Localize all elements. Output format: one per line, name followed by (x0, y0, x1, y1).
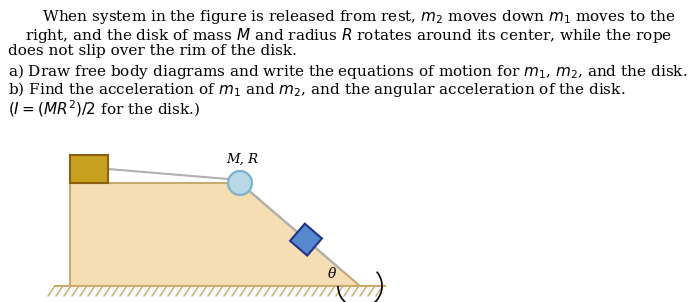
Text: m₂: m₂ (299, 235, 313, 245)
Text: When system in the figure is released from rest, $m_2$ moves down $m_1$ moves to: When system in the figure is released fr… (23, 8, 675, 26)
Circle shape (228, 171, 252, 195)
Bar (70, 155, 108, 183)
Text: $(I = (MR^2)/2$ for the disk.): $(I = (MR^2)/2$ for the disk.) (8, 98, 200, 119)
Text: b) Find the acceleration of $m_1$ and $m_2$, and the angular acceleration of the: b) Find the acceleration of $m_1$ and $m… (8, 80, 625, 99)
Polygon shape (70, 183, 360, 286)
Text: M, R: M, R (226, 153, 258, 166)
Text: a) Draw free body diagrams and write the equations of motion for $m_1$, $m_2$, a: a) Draw free body diagrams and write the… (8, 62, 688, 81)
Text: right, and the disk of mass $M$ and radius $R$ rotates around its center, while : right, and the disk of mass $M$ and radi… (26, 26, 672, 45)
Polygon shape (290, 224, 322, 255)
Text: does not slip over the rim of the disk.: does not slip over the rim of the disk. (8, 44, 297, 58)
Text: θ: θ (328, 267, 336, 281)
Text: m₁: m₁ (81, 162, 97, 175)
